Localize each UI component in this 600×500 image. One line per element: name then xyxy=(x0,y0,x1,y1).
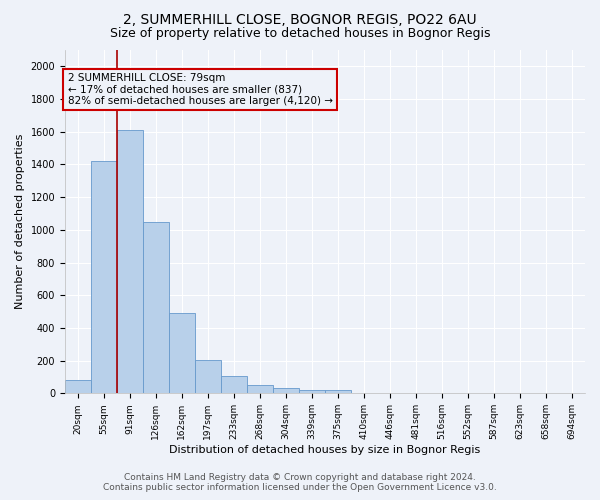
Bar xyxy=(65,380,91,394)
Bar xyxy=(169,313,195,394)
Text: Size of property relative to detached houses in Bognor Regis: Size of property relative to detached ho… xyxy=(110,28,490,40)
Bar xyxy=(91,161,117,394)
Bar xyxy=(325,390,351,394)
Text: 2 SUMMERHILL CLOSE: 79sqm
← 17% of detached houses are smaller (837)
82% of semi: 2 SUMMERHILL CLOSE: 79sqm ← 17% of detac… xyxy=(68,73,332,106)
Bar xyxy=(247,386,273,394)
Text: Contains HM Land Registry data © Crown copyright and database right 2024.
Contai: Contains HM Land Registry data © Crown c… xyxy=(103,473,497,492)
X-axis label: Distribution of detached houses by size in Bognor Regis: Distribution of detached houses by size … xyxy=(169,445,481,455)
Bar xyxy=(299,390,325,394)
Bar xyxy=(143,222,169,394)
Text: 2, SUMMERHILL CLOSE, BOGNOR REGIS, PO22 6AU: 2, SUMMERHILL CLOSE, BOGNOR REGIS, PO22 … xyxy=(123,12,477,26)
Bar xyxy=(273,388,299,394)
Bar xyxy=(221,376,247,394)
Bar xyxy=(117,130,143,394)
Bar xyxy=(195,360,221,394)
Y-axis label: Number of detached properties: Number of detached properties xyxy=(15,134,25,310)
